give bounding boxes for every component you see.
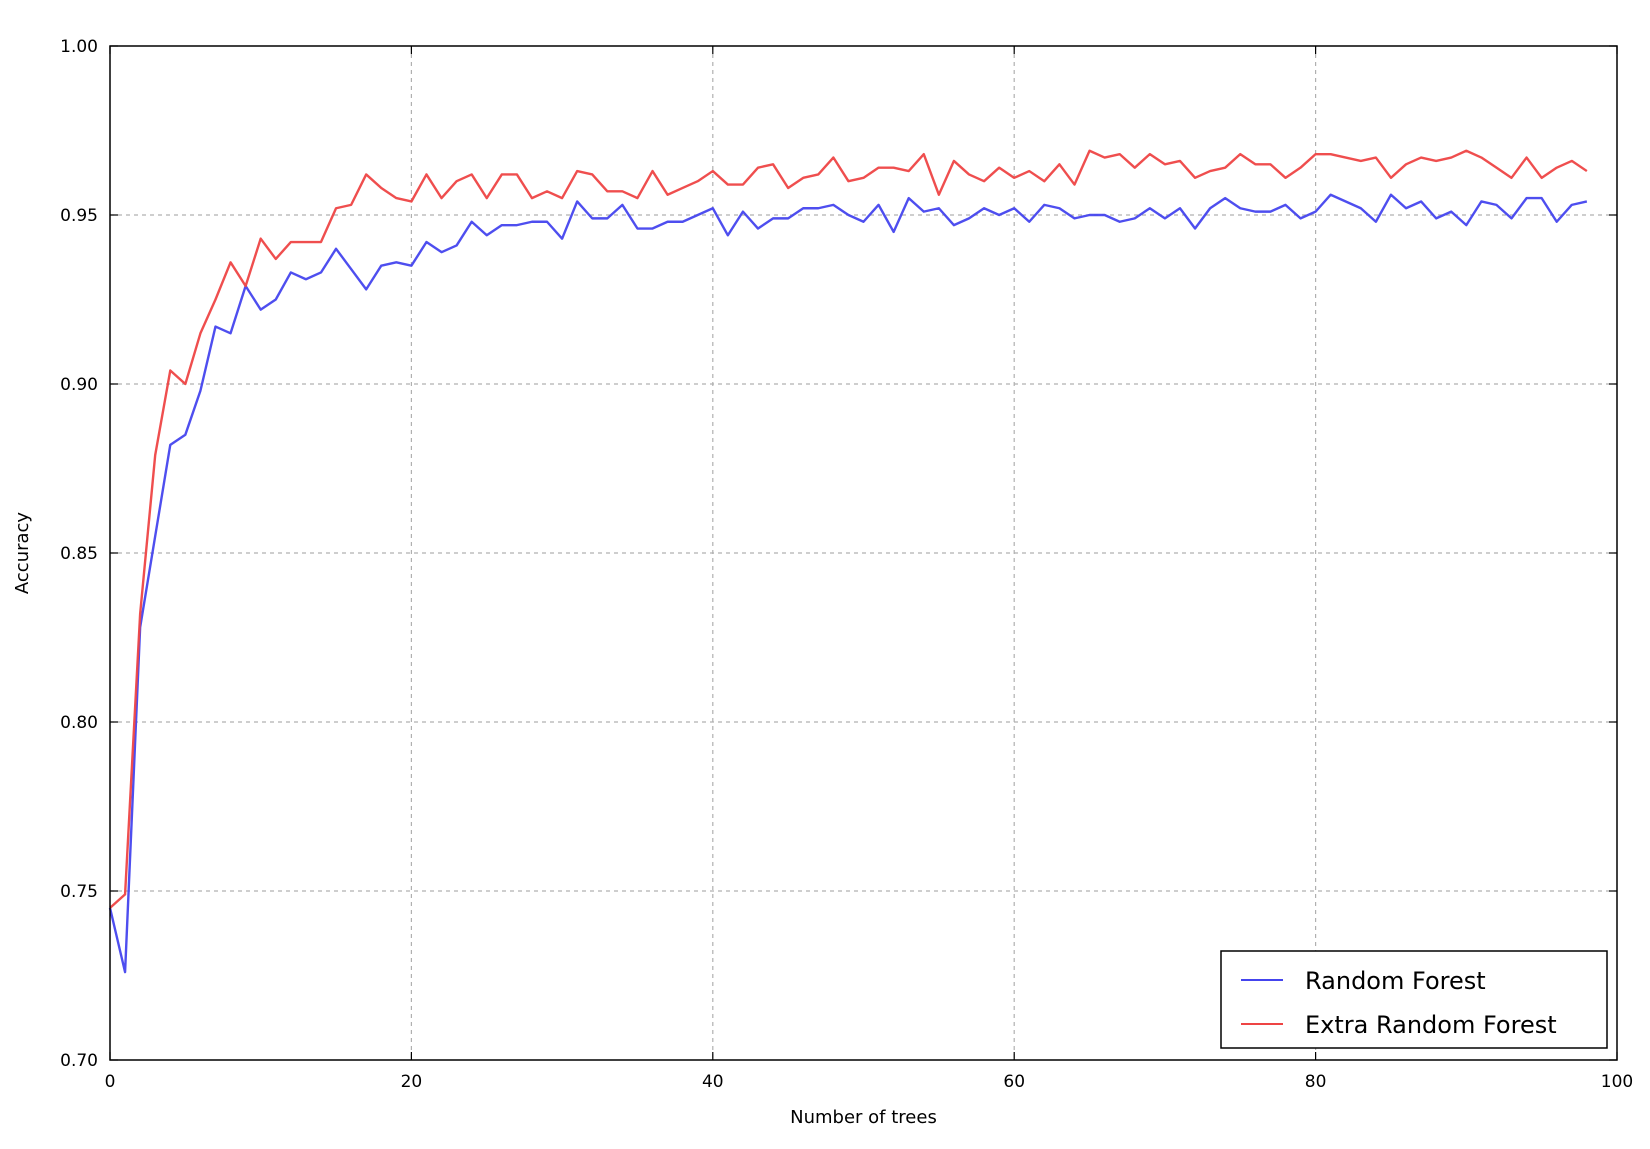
y-axis-label: Accuracy (12, 512, 33, 595)
x-axis-label: Number of trees (790, 1107, 937, 1128)
series-lines (108, 149, 1588, 974)
gridlines (110, 46, 1617, 1060)
y-tick-label: 0.80 (60, 713, 98, 733)
y-tick-label: 0.75 (60, 882, 98, 902)
series-line-random-forest (108, 193, 1588, 974)
axis-ticks: 0 20 40 60 80 100 0.70 0.75 0.80 0.85 0.90 0.95 1.00 (60, 37, 1633, 1092)
y-tick-label: 1.00 (60, 37, 98, 57)
axis-labels: Number of trees Accuracy (12, 512, 937, 1128)
y-tick-label: 0.85 (60, 544, 98, 564)
legend-label-random-forest: Random Forest (1305, 967, 1486, 995)
legend: Random Forest Extra Random Forest (1220, 950, 1608, 1049)
series-line-extra-random-forest (109, 149, 1588, 909)
x-tick-label: 60 (1003, 1072, 1025, 1092)
x-tick-label: 100 (1601, 1072, 1633, 1092)
y-tick-label: 0.90 (60, 375, 98, 395)
x-tick-label: 20 (401, 1072, 423, 1092)
legend-label-extra-random-forest: Extra Random Forest (1305, 1011, 1557, 1039)
x-tick-label: 0 (105, 1072, 116, 1092)
y-tick-label: 0.95 (60, 206, 98, 226)
y-tick-label: 0.70 (60, 1051, 98, 1071)
x-tick-label: 40 (702, 1072, 724, 1092)
x-tick-label: 80 (1305, 1072, 1327, 1092)
legend-box (1220, 950, 1608, 1049)
